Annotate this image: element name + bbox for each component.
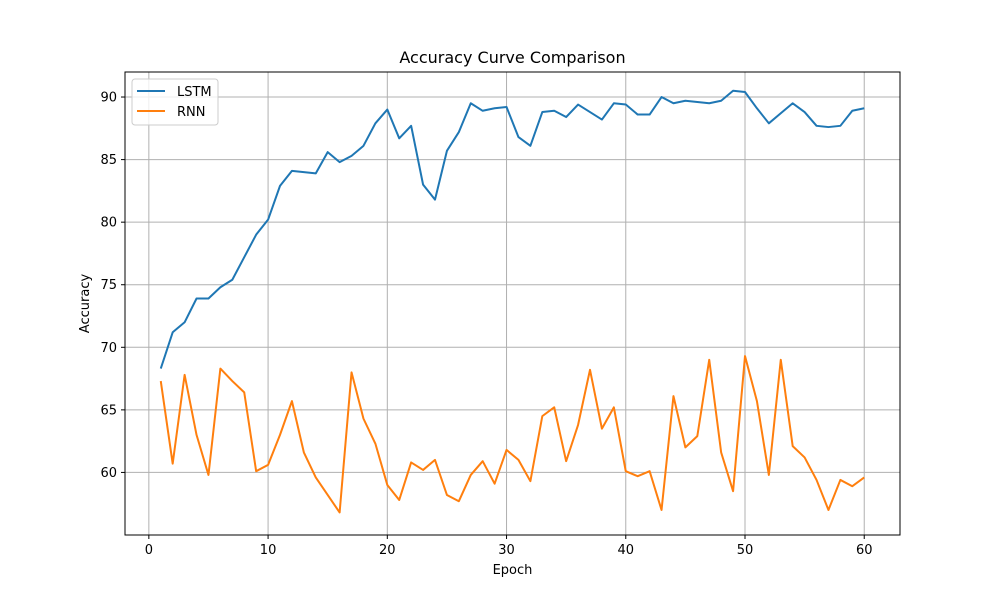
- legend: LSTM RNN: [131, 78, 219, 126]
- x-tick-label: 20: [379, 543, 396, 558]
- series-line-lstm: [159, 89, 865, 369]
- series-line-rnn: [159, 355, 865, 514]
- y-axis-label: Accuracy: [78, 274, 93, 334]
- grid-lines: [125, 72, 900, 535]
- axis-ticks: 0 10 20 30 40 50 60 60 65 70 75 80 85 90: [100, 91, 872, 558]
- x-axis-label: Epoch: [493, 563, 533, 578]
- y-tick-label: 70: [100, 341, 117, 356]
- x-tick-label: 0: [145, 543, 153, 558]
- series-lines: [159, 89, 865, 514]
- plot-frame: [124, 71, 901, 536]
- y-tick-label: 65: [100, 403, 117, 418]
- x-tick-label: 30: [498, 543, 515, 558]
- x-tick-label: 10: [260, 543, 277, 558]
- y-tick-label: 60: [100, 466, 117, 481]
- x-tick-label: 60: [856, 543, 873, 558]
- y-tick-label: 80: [100, 216, 117, 231]
- x-tick-label: 40: [617, 543, 634, 558]
- y-tick-label: 85: [100, 153, 117, 168]
- legend-label-lstm: LSTM: [177, 85, 212, 100]
- y-tick-label: 90: [100, 91, 117, 106]
- y-tick-label: 75: [100, 278, 117, 293]
- legend-label-rnn: RNN: [177, 105, 205, 120]
- x-tick-label: 50: [737, 543, 754, 558]
- chart-title: Accuracy Curve Comparison: [399, 48, 625, 67]
